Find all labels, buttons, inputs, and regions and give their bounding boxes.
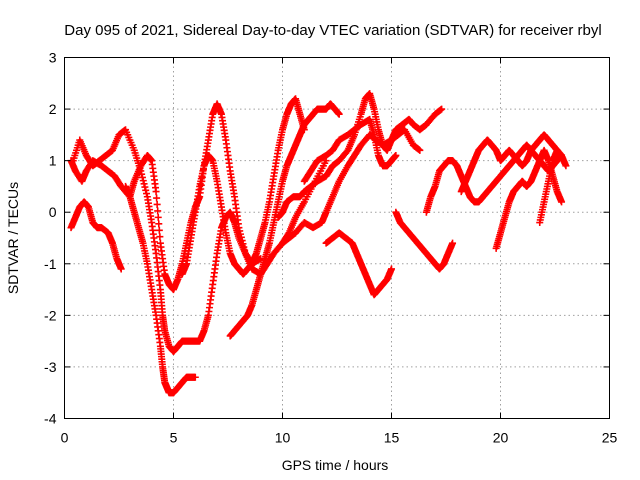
data-point	[140, 180, 148, 188]
data-point	[416, 146, 424, 154]
data-point	[388, 265, 395, 273]
y-tick-label: 2	[49, 101, 57, 117]
data-point	[154, 207, 162, 215]
data-point	[153, 200, 161, 208]
y-tick-label: 0	[49, 204, 57, 220]
series-sat-m	[457, 131, 561, 196]
series-sat-d	[122, 182, 199, 397]
data-point	[139, 177, 147, 185]
y-tick-label: 3	[49, 50, 57, 66]
x-tick-label: 25	[602, 430, 618, 446]
data-point	[562, 162, 570, 170]
series-sat-o	[536, 146, 570, 227]
series-sat-c	[67, 198, 125, 273]
data-point	[141, 183, 149, 191]
plot-frame	[64, 57, 610, 419]
data-point	[138, 173, 146, 181]
series-sat-j	[322, 229, 395, 299]
x-tick-label: 20	[493, 430, 509, 446]
data-point	[156, 233, 164, 241]
x-tick-label: 5	[170, 430, 178, 446]
data-point	[142, 186, 150, 194]
y-tick-label: -1	[44, 256, 57, 272]
data-point	[392, 151, 400, 159]
series-sat-h	[279, 126, 424, 247]
y-tick-label: -3	[44, 359, 57, 375]
data-point	[335, 110, 343, 118]
data-point	[137, 167, 145, 175]
data-point	[558, 198, 566, 206]
data-point	[155, 220, 163, 228]
data-point	[152, 188, 160, 196]
series-sat-f	[226, 100, 343, 340]
data-points	[67, 90, 570, 397]
x-tick-label: 15	[384, 430, 400, 446]
chart-title: Day 095 of 2021, Sidereal Day-to-day VTE…	[64, 22, 601, 39]
x-tick-label: 0	[61, 430, 69, 446]
data-point	[438, 105, 446, 113]
y-tick-label: 1	[49, 153, 57, 169]
data-point	[191, 373, 199, 381]
x-tick-label: 10	[275, 430, 291, 446]
y-tick-label: -2	[44, 307, 57, 323]
series-sat-k	[392, 208, 457, 273]
axis-ticks: 0 5 10 15 20 25 -4 -3 -2 -1 0 1 2 3	[44, 50, 617, 446]
y-tick-label: -4	[44, 411, 57, 427]
data-point	[154, 213, 162, 221]
y-axis-label: SDTVAR / TECUs	[5, 182, 21, 294]
data-point	[117, 265, 125, 273]
data-point	[143, 190, 151, 198]
series-sat-n	[492, 146, 566, 252]
data-point	[153, 194, 161, 202]
data-point	[155, 226, 163, 234]
series-sat-i	[300, 115, 400, 185]
x-axis-label: GPS time / hours	[282, 457, 389, 473]
data-point	[449, 239, 457, 247]
series-sat-b	[69, 126, 330, 355]
data-point	[138, 170, 146, 178]
